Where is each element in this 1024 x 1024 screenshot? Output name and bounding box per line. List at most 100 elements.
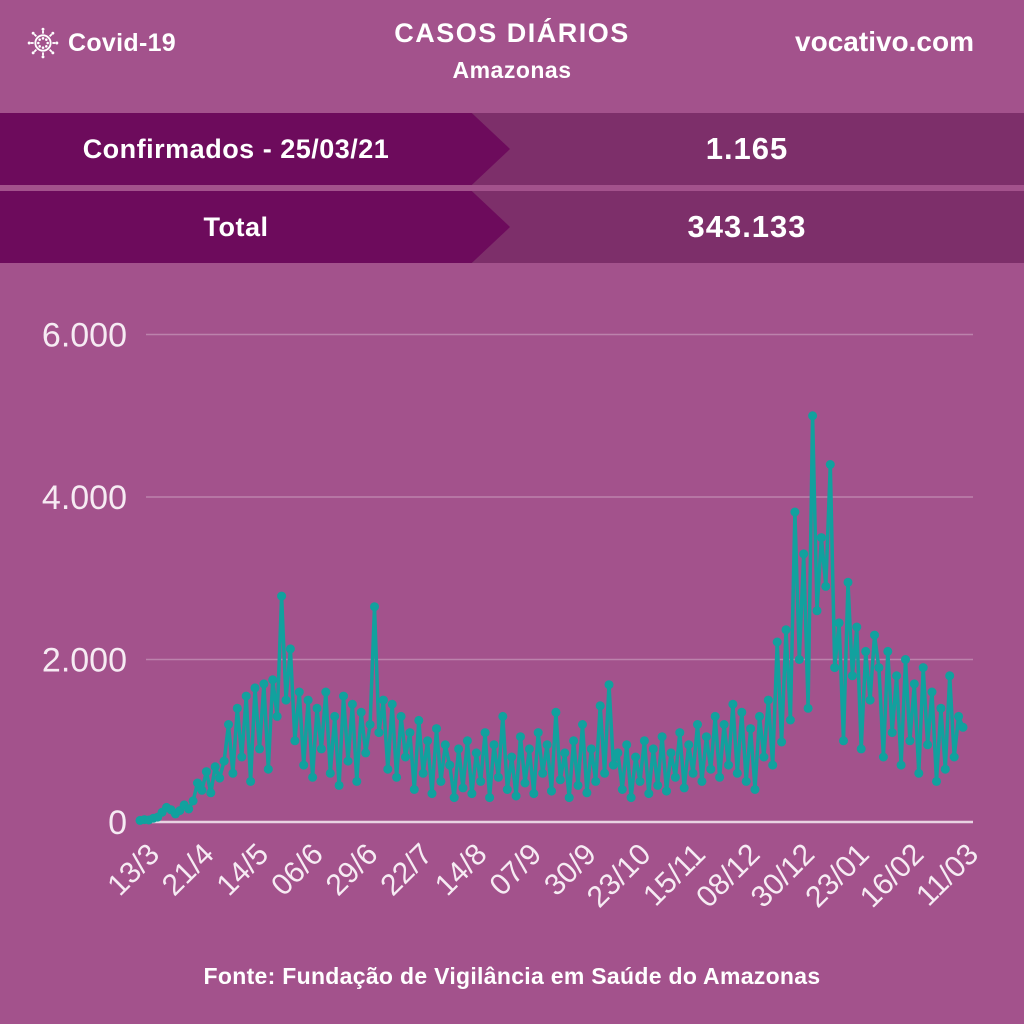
x-tick-label: 23/01 [799,838,875,914]
series-marker [321,687,331,697]
series-marker [454,744,464,754]
series-marker [396,711,406,721]
x-tick-label: 22/7 [374,838,439,903]
series-marker [785,715,795,725]
series-marker [932,776,941,786]
series-marker [290,736,300,746]
series-marker [476,776,486,786]
stat-row-total: Total 343.133 [0,191,1024,263]
series-marker [777,737,787,747]
series-marker [604,680,614,690]
series-marker [693,720,702,729]
series-marker [719,720,729,729]
series-marker [555,775,565,785]
series-marker [653,780,663,790]
series-marker [728,699,738,709]
series-marker [334,780,344,790]
series-marker [493,772,503,782]
series-marker [427,789,437,799]
x-tick-label: 29/6 [320,838,385,903]
series-marker [272,711,282,721]
series-line [138,414,965,823]
series-marker [507,752,517,762]
stat-label: Total [203,212,269,242]
series-marker [458,783,468,793]
series-marker [409,785,419,794]
series-marker [803,703,813,713]
series-marker [958,722,968,732]
series-marker [591,776,601,786]
series-marker [343,756,353,766]
series-marker [578,720,587,729]
series-marker [414,715,424,725]
series-marker [445,760,455,770]
series-marker [852,622,862,632]
series-marker [706,764,716,774]
series-marker [724,760,733,770]
series-marker [201,767,211,777]
series-marker [684,740,694,750]
x-tick-label: 07/9 [484,838,549,903]
series-marker [715,772,725,782]
series-marker [670,772,680,782]
series-marker [383,764,393,774]
x-tick-label: 13/3 [101,838,166,903]
series-marker [622,740,632,750]
series-marker [600,768,610,778]
series-marker [312,703,322,713]
series-marker [339,691,348,701]
stat-value-strip [470,113,1024,185]
series-marker [511,791,521,801]
series-marker [303,695,313,705]
stat-value: 343.133 [687,209,807,244]
series-marker [794,655,804,664]
series-marker [387,699,397,709]
y-tick-label: 4.000 [42,479,127,517]
x-tick-label: 11/03 [910,838,985,913]
series-marker [825,460,835,469]
series-marker [418,768,428,778]
series-marker [954,711,964,721]
series-marker [940,764,950,774]
series-marker [662,786,671,796]
series-marker [874,663,884,673]
series-marker [374,728,384,738]
series-marker [639,736,649,746]
series-marker [489,740,499,750]
series-marker [268,675,278,685]
series-marker [763,695,773,705]
series-marker [498,711,508,721]
series-marker [918,663,928,673]
series-marker [808,411,818,421]
series-marker [847,671,857,681]
series-marker [657,732,667,742]
x-tick-label: 16/02 [854,838,930,914]
series-marker [582,788,592,798]
series-marker [436,776,446,786]
series-marker [573,780,583,790]
series-marker [799,549,809,559]
stat-value: 1.165 [705,131,789,166]
series-marker [892,671,902,681]
series-marker [883,646,893,656]
series-marker [480,728,490,738]
series-marker [485,793,495,803]
x-tick-label: 06/6 [265,838,330,903]
series-marker [750,785,760,794]
series-marker [206,788,216,798]
page-title: CASOS DIÁRIOS [394,18,630,48]
series-marker [246,776,256,786]
series-marker [467,789,477,799]
page-subtitle: Amazonas [452,57,572,83]
stat-label: Confirmados - 25/03/21 [82,134,390,164]
series-marker [538,768,548,778]
series-marker [816,533,826,543]
series-marker [675,728,685,738]
series-marker [843,577,853,587]
series-marker [701,732,711,742]
series-marker [294,687,304,697]
series-marker [865,695,875,705]
y-tick-label: 0 [108,804,127,842]
